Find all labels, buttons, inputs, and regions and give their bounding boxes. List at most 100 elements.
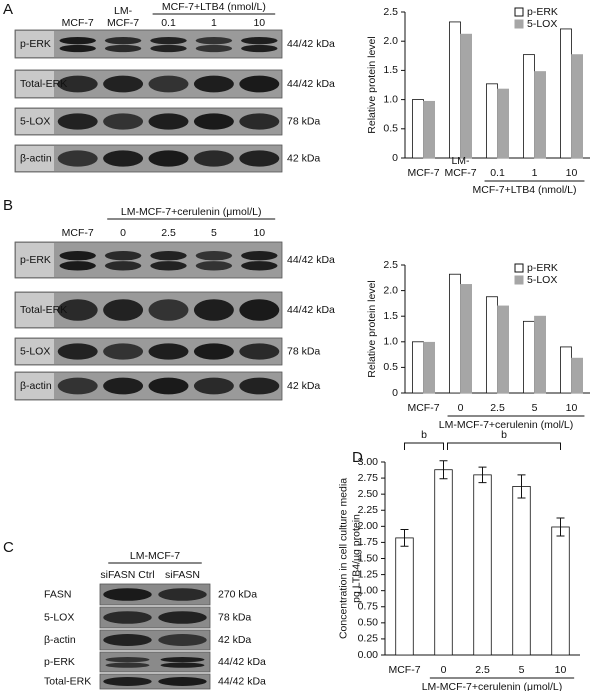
error-bar — [556, 517, 565, 537]
bar — [571, 357, 584, 394]
band — [150, 37, 187, 45]
x-tick-label: 10 — [566, 402, 578, 414]
y-tick-label: 0.5 — [383, 123, 398, 135]
band — [104, 251, 142, 261]
band — [57, 75, 98, 93]
y-tick-label: 1.25 — [358, 568, 379, 580]
row-label: β-actin — [44, 634, 76, 646]
panel-label: C — [3, 539, 14, 556]
bracket — [404, 442, 444, 450]
x-tick-label: 0 — [458, 402, 464, 414]
x-tick-label: 0 — [441, 664, 447, 676]
band — [241, 37, 278, 45]
size-label: 78 kDa — [287, 115, 320, 127]
bar — [571, 54, 584, 159]
legend-label: p-ERK — [527, 262, 558, 274]
y-axis-label: Relative protein level — [366, 36, 378, 133]
blot-strip — [14, 337, 283, 366]
band — [59, 44, 96, 53]
y-tick-label: 1.5 — [383, 64, 398, 76]
lane-label: siFASN Ctrl — [100, 569, 154, 581]
size-label: 78 kDa — [218, 611, 251, 623]
y-tick-label: 0.50 — [358, 617, 379, 629]
y-tick-label: 2.0 — [383, 284, 398, 296]
label-area — [16, 243, 54, 277]
size-label: 44/42 kDa — [287, 254, 335, 266]
band — [193, 299, 234, 321]
error-bar — [400, 529, 409, 547]
row-label: p-ERK — [44, 656, 75, 668]
row-label: 5-LOX — [20, 115, 50, 127]
row-label: β-actin — [20, 380, 52, 392]
blot-group-label: LM-MCF-7 — [130, 550, 180, 562]
y-tick-label: 0.25 — [358, 633, 379, 645]
band — [105, 657, 150, 663]
row-label: 5-LOX — [44, 611, 74, 623]
y-tick-label: 2.25 — [358, 504, 379, 516]
bar — [497, 305, 510, 394]
lane-label: 10 — [253, 227, 265, 239]
legend-label: 5-LOX — [527, 18, 557, 30]
band — [193, 113, 234, 130]
bar — [485, 83, 498, 159]
band — [195, 44, 233, 53]
lane-label: LM-MCF-7 — [107, 5, 139, 29]
blot-group-label: MCF-7+LTB4 (nmol/L) — [162, 1, 266, 13]
band — [104, 44, 142, 53]
row-label: FASN — [44, 588, 71, 600]
lane-label: 0.1 — [161, 17, 176, 29]
bar — [434, 469, 453, 656]
band — [195, 37, 233, 45]
size-label: 44/42 kDa — [287, 38, 335, 50]
x-axis-label: LM-MCF-7+cerulenin (μmol/L) — [422, 681, 563, 691]
y-tick-label: 1.5 — [383, 310, 398, 322]
band — [148, 377, 189, 395]
error-bar — [439, 460, 448, 480]
label-area — [16, 71, 54, 97]
y-tick-label: 1.0 — [383, 336, 398, 348]
label-area — [16, 109, 54, 134]
bar — [448, 273, 461, 394]
band — [57, 299, 98, 321]
bar — [523, 54, 535, 159]
bar — [395, 537, 414, 656]
band — [160, 657, 205, 663]
bracket — [447, 442, 561, 450]
blot-strip — [99, 651, 211, 673]
band — [103, 634, 152, 646]
y-tick-label: 2.0 — [383, 35, 398, 47]
error-bar — [517, 474, 526, 499]
band — [57, 343, 98, 360]
band — [150, 251, 187, 261]
panel-label: B — [3, 197, 13, 214]
band — [239, 299, 280, 321]
size-label: 42 kDa — [218, 634, 251, 646]
band — [103, 299, 144, 321]
band — [103, 677, 152, 686]
bar — [560, 346, 572, 394]
band — [195, 261, 233, 271]
row-label: β-actin — [20, 152, 52, 164]
band — [103, 588, 152, 601]
x-tick-label: 10 — [555, 664, 567, 676]
y-tick-label: 1.00 — [358, 584, 379, 596]
bar — [411, 341, 424, 394]
band — [150, 261, 187, 271]
y-tick-label: 2.00 — [358, 520, 379, 532]
band — [103, 75, 144, 93]
row-label: 5-LOX — [20, 345, 50, 357]
band — [239, 113, 280, 130]
bar — [448, 21, 461, 159]
band — [103, 377, 144, 395]
x-tick-label: 2.5 — [490, 402, 505, 414]
x-tick-label: MCF-7 — [388, 664, 420, 676]
legend-swatch — [514, 7, 524, 17]
y-tick-label: 0.75 — [358, 601, 379, 613]
label-area — [16, 146, 54, 171]
lane-label: siFASN — [165, 569, 200, 581]
y-tick-label: 0.00 — [358, 649, 379, 661]
y-tick-label: 1.0 — [383, 93, 398, 105]
band — [195, 251, 233, 261]
size-label: 270 kDa — [218, 588, 257, 600]
